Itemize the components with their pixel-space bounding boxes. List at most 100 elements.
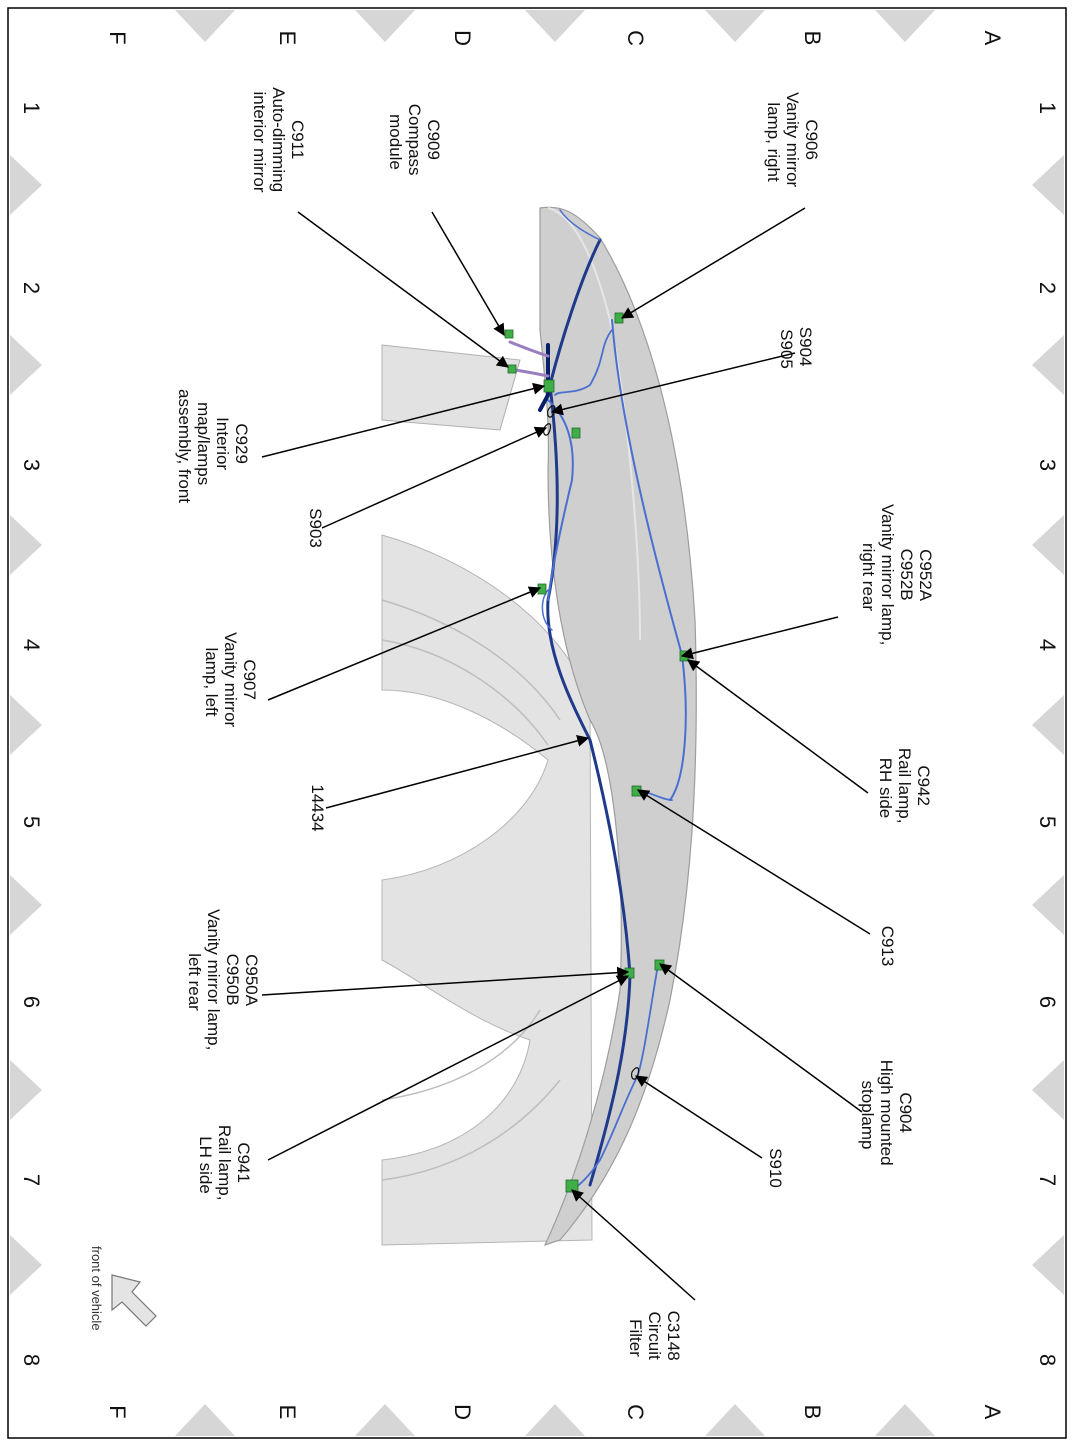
- grid-col-left-5: 5: [19, 816, 44, 828]
- label-c929-line3: map/lamps: [194, 402, 213, 485]
- label-c950-line3: Vanity mirror lamp,: [204, 909, 223, 1050]
- grid-labels: A B C D E F A B C D E F 1 2 3 4 5 6 7 8 …: [19, 30, 1060, 1420]
- grid-col-left-8: 8: [19, 1354, 44, 1366]
- grid-col-right-6: 6: [1035, 996, 1060, 1008]
- label-c941-line1: C941: [234, 1142, 253, 1183]
- grid-row-top-B: B: [800, 31, 825, 46]
- leader-c941: [267, 975, 630, 1161]
- leader-c942: [687, 659, 869, 794]
- grid-row-bottom-B: B: [800, 1405, 825, 1420]
- label-c941-line3: LH side: [196, 1136, 215, 1194]
- grid-col-right-1: 1: [1035, 102, 1060, 114]
- label-s903: S903: [306, 508, 325, 548]
- leader-c911: [297, 211, 509, 368]
- grid-row-top-A: A: [980, 31, 1005, 46]
- harness-windshield-branch: [559, 209, 601, 241]
- harness-front-trunk: [548, 238, 602, 387]
- grid-col-left-4: 4: [19, 639, 44, 651]
- label-c952-line4: right rear: [859, 543, 878, 611]
- label-c904-line1: C904: [896, 1092, 915, 1133]
- harness-mirror-lead: [513, 368, 550, 378]
- grid-row-top-E: E: [275, 31, 300, 46]
- front-arrow-icon: [111, 1274, 157, 1327]
- label-c3148-line1: C3148: [664, 1311, 683, 1361]
- label-c942: C942 Rail lamp, RH side: [876, 748, 933, 828]
- leader-c906: [620, 207, 806, 319]
- grid-row-bottom-F: F: [105, 1405, 130, 1418]
- leader-s903: [321, 426, 548, 529]
- grid-col-left-7: 7: [19, 1174, 44, 1186]
- label-c950-line2: C950B: [223, 954, 242, 1006]
- leader-14434: [325, 734, 590, 809]
- label-s904: S904 S905: [777, 327, 815, 371]
- connector-c909: [504, 329, 514, 339]
- label-c904-line2: High mounted: [877, 1060, 896, 1166]
- label-14434-line1: 14434: [308, 784, 327, 831]
- label-c913: C913: [878, 926, 897, 967]
- label-c909: C909 Compass module: [386, 104, 443, 181]
- label-c941-line2: Rail lamp,: [215, 1125, 234, 1201]
- grid-col-right-4: 4: [1035, 639, 1060, 651]
- wiring-harness: [508, 209, 687, 1191]
- label-s904-line2: S905: [777, 329, 796, 369]
- grid-col-right-8: 8: [1035, 1354, 1060, 1366]
- connector-c906: [614, 312, 624, 324]
- grid-col-left-2: 2: [19, 282, 44, 294]
- grid-col-right-3: 3: [1035, 459, 1060, 471]
- label-c952: C952A C952B Vanity mirror lamp, right re…: [859, 504, 935, 650]
- label-s910-line1: S910: [766, 1148, 785, 1188]
- label-c952-line2: C952B: [897, 549, 916, 601]
- zone-triangles: [10, 10, 1064, 1436]
- leader-c909: [431, 211, 505, 337]
- label-c929-line4: assembly, front: [175, 389, 194, 503]
- label-c904: C904 High mounted stoplamp: [858, 1060, 915, 1171]
- grid-col-left-3: 3: [19, 459, 44, 471]
- front-of-vehicle-indicator: front of vehicle: [89, 1246, 157, 1331]
- label-c907-line2: Vanity mirror: [221, 632, 240, 727]
- harness-c906-branch: [554, 329, 613, 396]
- label-c911-line2: Auto-dimming: [269, 87, 288, 192]
- label-c950-line1: C950A: [242, 954, 261, 1007]
- label-c907-line3: lamp, left: [202, 648, 221, 717]
- label-s904-line1: S904: [796, 327, 815, 367]
- grid-row-top-F: F: [105, 31, 130, 44]
- label-c906-line3: lamp, right: [764, 102, 783, 182]
- grid-row-bottom-A: A: [980, 1405, 1005, 1420]
- grid-col-left-6: 6: [19, 996, 44, 1008]
- leader-c952: [680, 616, 839, 660]
- splice-s910: [631, 1067, 640, 1080]
- label-c952-line1: C952A: [916, 549, 935, 602]
- body-contour-lines: [381, 599, 561, 1181]
- harness-rear-branch: [571, 964, 659, 1191]
- label-c911-line3: interior mirror: [250, 91, 269, 192]
- label-c909-line3: module: [386, 114, 405, 170]
- label-c909-line2: Compass: [405, 104, 424, 176]
- leader-c950: [261, 966, 630, 996]
- connector-c904: [654, 959, 665, 971]
- leader-s904: [550, 352, 796, 416]
- label-c942-line2: Rail lamp,: [895, 748, 914, 824]
- grid-row-top-D: D: [450, 30, 475, 46]
- callouts: C906 Vanity mirror lamp, right C909 Comp…: [175, 87, 935, 1361]
- label-c911-line1: C911: [288, 120, 307, 159]
- grid-col-right-2: 2: [1035, 282, 1060, 294]
- grid-row-top-C: C: [623, 30, 648, 46]
- label-c913-line1: C913: [878, 926, 897, 967]
- label-s903-line1: S903: [306, 508, 325, 548]
- label-c950-line4: left rear: [185, 953, 204, 1011]
- harness-compass-lead: [508, 340, 550, 358]
- label-c929-line1: C929: [232, 423, 251, 464]
- outer-border: [7, 7, 1067, 1439]
- harness-c907-branch: [547, 399, 574, 601]
- label-c906-line1: C906: [802, 119, 821, 160]
- connector-c911: [507, 364, 517, 374]
- label-c907-line1: C907: [240, 659, 259, 700]
- harness-right-rail: [611, 319, 687, 801]
- label-c942-line1: C942: [914, 765, 933, 806]
- harness-front-junction: [538, 343, 550, 412]
- label-c941: C941 Rail lamp, LH side: [196, 1125, 253, 1205]
- grid-row-bottom-C: C: [623, 1404, 648, 1420]
- label-c907: C907 Vanity mirror lamp, left: [202, 632, 259, 732]
